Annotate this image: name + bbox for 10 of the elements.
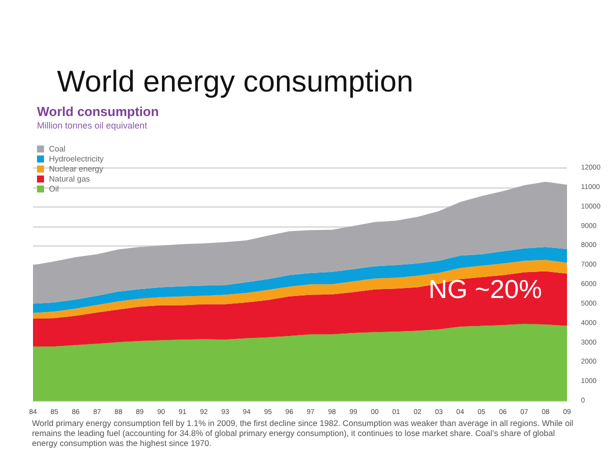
chart-title: World energy consumption	[57, 66, 414, 98]
legend-label: Nuclear energy	[49, 164, 104, 174]
text: World primary energy consumption fell by 1.1% in 2009, the first decline since 1982. Consumption was weaker than average in all regions. While oil remains the leading fuel (accounting for 34.8% of global primary energy consumption), it continues to lose market share. Coal’s share of global energy consumption was the highest since 1970.	[32, 418, 576, 448]
legend-label: Natural gas	[49, 174, 90, 184]
legend-label: Oil	[49, 184, 59, 194]
legend-label: Coal	[49, 144, 66, 154]
annotation: NG ~20%	[428, 274, 542, 304]
y-axis-title: Million tonnes oil equivalent	[37, 120, 148, 130]
legend-label: Hydroelectricity	[49, 154, 104, 164]
chart-subtitle: World consumption	[37, 104, 159, 119]
